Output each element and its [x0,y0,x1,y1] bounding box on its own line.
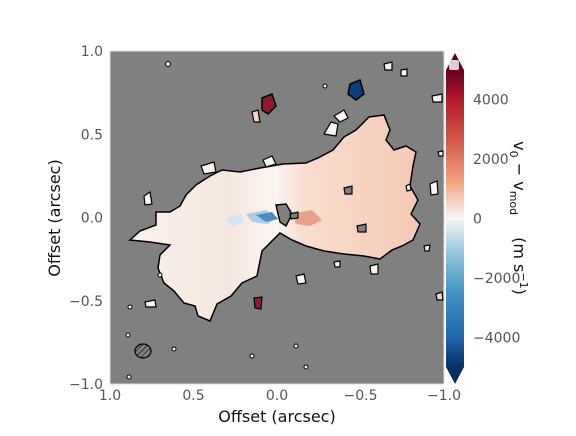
x-axis-ticks: 1.0 0.5 0.0 −0.5 −1.0 [99,388,461,404]
x-tick-label: −0.5 [344,388,378,404]
plot-frame [109,50,445,385]
colorbar-bottom-extend [446,367,464,384]
colorbar-tick-label: −4000 [473,330,520,346]
x-tick-label: −1.0 [427,388,461,404]
y-tick-label: 0.0 [81,211,103,227]
colorbar-tick-label: 2000 [473,152,509,168]
colorbar-tick-label: 4000 [473,93,509,109]
colorbar-gradient [446,70,464,367]
colorbar: 4000 2000 0 −2000 −4000 v0 − vmod(m s−1) [446,53,530,384]
colorbar-ticks: 4000 2000 0 −2000 −4000 [473,93,520,347]
y-tick-label: −0.5 [69,294,103,310]
x-tick-label: 1.0 [99,388,121,404]
colorbar-tick-label: −2000 [473,271,520,287]
y-tick-label: 1.0 [81,44,103,60]
colorbar-label: v0 − vmod(m s−1) [507,141,530,295]
x-tick-label: 0.5 [182,388,204,404]
y-axis-ticks: 1.0 0.5 0.0 −0.5 −1.0 [69,44,103,393]
beam-ellipse [134,343,152,359]
x-tick-label: 0.0 [266,388,288,404]
x-axis-label: Offset (arcsec) [218,407,335,426]
emission-map [125,61,444,380]
colorbar-tick-label: 0 [473,212,482,228]
y-tick-label: −1.0 [69,377,103,393]
y-axis-label: Offset (arcsec) [45,159,64,276]
y-tick-label: 0.5 [81,127,103,143]
